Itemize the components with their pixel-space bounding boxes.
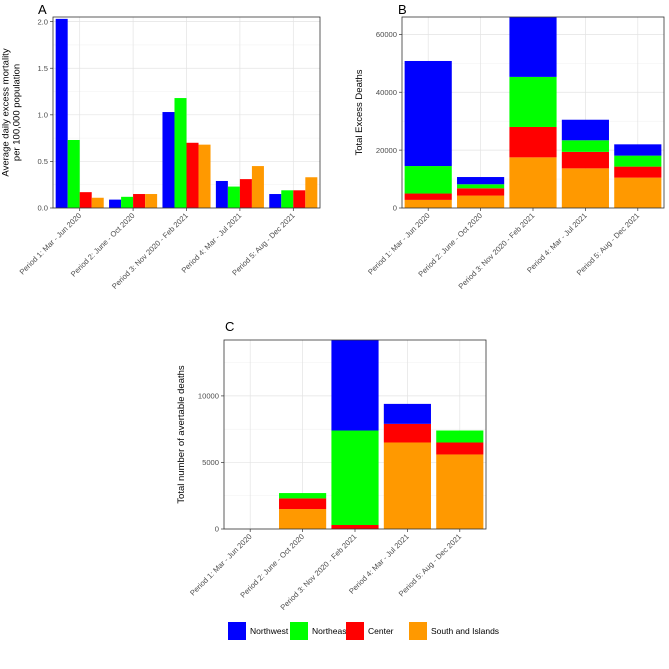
bar xyxy=(91,197,104,208)
bar-segment xyxy=(561,140,609,152)
y-tick-label: 0.5 xyxy=(37,157,48,166)
y-axis-title: Total Excess Deaths xyxy=(354,69,365,155)
bar-segment xyxy=(404,166,452,194)
bar-segment xyxy=(509,126,557,158)
x-tick-label: Period 4: Mar - Jul 2021 xyxy=(180,211,244,275)
bar-segment xyxy=(331,430,379,526)
y-tick-label: 0 xyxy=(215,525,219,534)
bar-segment xyxy=(457,195,505,208)
bar-segment xyxy=(614,155,662,167)
bar-segment xyxy=(457,188,505,196)
bar-segment xyxy=(457,177,505,185)
bar xyxy=(227,186,240,208)
bar xyxy=(251,166,264,208)
y-tick-label: 40000 xyxy=(376,88,397,97)
bar-segment xyxy=(279,493,327,499)
y-tick-label: 0.0 xyxy=(37,204,48,213)
bar-segment xyxy=(509,76,557,127)
y-tick-label: 0 xyxy=(393,204,397,213)
bar xyxy=(133,194,146,208)
bar xyxy=(198,144,211,208)
y-axis-title: Average daily excess mortality xyxy=(1,48,12,176)
bar-segment xyxy=(279,498,327,510)
bar xyxy=(162,112,175,208)
bar-segment xyxy=(436,430,484,443)
bar-segment xyxy=(561,168,609,208)
x-tick-label: Period 5: Aug - Dec 2021 xyxy=(230,211,296,277)
y-tick-label: 1.5 xyxy=(37,64,48,73)
legend-label: Northwest xyxy=(250,626,289,636)
bar-segment xyxy=(383,442,431,529)
bar-segment xyxy=(404,60,452,167)
bar-segment xyxy=(279,509,327,529)
bar xyxy=(55,18,68,208)
x-tick-label: Period 4: Mar - Jul 2021 xyxy=(525,211,589,275)
bar xyxy=(186,142,199,208)
panel-label: B xyxy=(398,2,407,17)
bar xyxy=(79,192,92,208)
bar xyxy=(293,190,306,208)
y-tick-label: 5000 xyxy=(202,458,219,467)
legend-label: South and Islands xyxy=(431,626,499,636)
bar-segment xyxy=(614,177,662,208)
bar xyxy=(269,194,282,208)
bar-segment xyxy=(561,151,609,169)
bar-segment xyxy=(509,157,557,208)
panel-label: C xyxy=(225,319,234,334)
legend-label: Northeast xyxy=(312,626,349,636)
y-axis-title: Total number of avertable deaths xyxy=(176,365,187,504)
bar xyxy=(145,194,158,208)
legend-swatch xyxy=(228,622,246,640)
y-tick-label: 20000 xyxy=(376,146,397,155)
legend: Northwest Northeast Center South and Island… xyxy=(228,622,499,640)
bar-segment xyxy=(509,17,557,77)
y-tick-label: 2.0 xyxy=(37,17,48,26)
bar xyxy=(305,177,318,208)
bar xyxy=(67,139,80,208)
bar-segment xyxy=(383,403,431,424)
y-axis-title: per 100,000 population xyxy=(12,64,23,161)
bar xyxy=(174,98,187,208)
bar-segment xyxy=(436,442,484,455)
bar-segment xyxy=(614,144,662,156)
bar-segment xyxy=(436,454,484,529)
legend-swatch xyxy=(409,622,427,640)
legend-swatch xyxy=(290,622,308,640)
bar xyxy=(239,179,252,208)
panel-label: A xyxy=(38,2,47,17)
bar xyxy=(281,190,294,208)
y-tick-label: 60000 xyxy=(376,30,397,39)
bar xyxy=(215,180,228,208)
bar-segment xyxy=(457,184,505,189)
bar-segment xyxy=(404,193,452,200)
y-tick-label: 1.0 xyxy=(37,111,48,120)
bar-segment xyxy=(383,423,431,443)
bar-segment xyxy=(331,340,379,431)
legend-label: Center xyxy=(368,626,394,636)
bar xyxy=(121,196,134,208)
x-tick-label: Period 4: Mar - Jul 2021 xyxy=(347,532,411,596)
bar-segment xyxy=(614,166,662,178)
bar-segment xyxy=(404,199,452,208)
bar-segment xyxy=(331,525,379,529)
legend-swatch xyxy=(346,622,364,640)
bar xyxy=(109,199,122,208)
bar-segment xyxy=(561,119,609,141)
y-tick-label: 10000 xyxy=(198,392,219,401)
